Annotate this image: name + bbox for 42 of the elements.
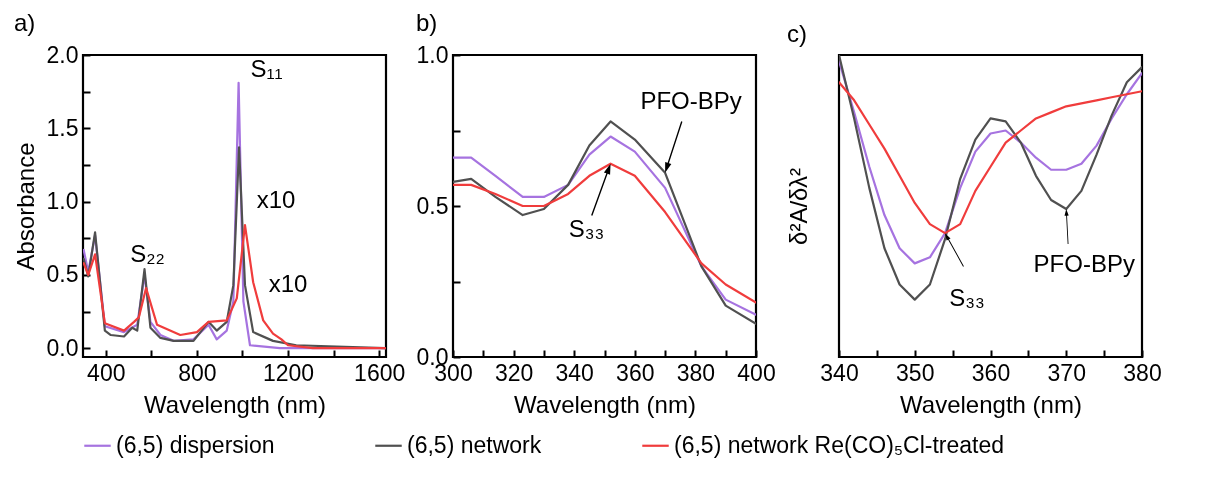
x-axis-title: Wavelength (nm) bbox=[514, 390, 696, 418]
x-tick-label: 320 bbox=[494, 359, 534, 386]
x-tick-label: 380 bbox=[676, 359, 716, 386]
y-axis-title: δ²A/δλ² bbox=[784, 168, 812, 245]
x-tick-label: 1200 bbox=[262, 359, 315, 386]
x-tick-label: 400 bbox=[87, 359, 126, 386]
x-axis-title: Wavelength (nm) bbox=[144, 390, 326, 418]
annotation: PFO-BPy bbox=[1033, 250, 1135, 278]
legend-label: (6,5) network Re(CO)₅Cl-treated bbox=[674, 431, 1005, 458]
chart-title: b) bbox=[416, 9, 438, 36]
y-tick-label: 0.5 bbox=[46, 261, 79, 288]
annotation: x10 bbox=[268, 270, 308, 298]
x-tick-label: 1600 bbox=[354, 359, 406, 386]
chart-title: a) bbox=[14, 9, 36, 36]
x-tick-label: 340 bbox=[820, 359, 859, 386]
x-tick-label: 360 bbox=[971, 359, 1011, 386]
y-tick-label: 1.0 bbox=[46, 188, 79, 215]
line-series bbox=[453, 162, 756, 304]
x-tick-label: 360 bbox=[616, 359, 655, 386]
legend-label: (6,5) dispersion bbox=[116, 431, 275, 458]
x-tick-label: 400 bbox=[737, 359, 776, 386]
x-tick-label: 800 bbox=[178, 359, 217, 386]
x-tick-label: 340 bbox=[555, 359, 594, 386]
y-tick-label: 0.5 bbox=[416, 192, 449, 219]
chart-title: c) bbox=[787, 20, 807, 47]
y-tick-label: 1.5 bbox=[46, 114, 79, 141]
annotation: S₂₂ bbox=[130, 240, 165, 268]
annotation: S₃₃ bbox=[568, 214, 605, 242]
x-axis-title: Wavelength (nm) bbox=[900, 390, 1082, 418]
x-tick-label: 350 bbox=[896, 359, 935, 386]
y-tick-label: 2.0 bbox=[46, 41, 79, 68]
annotation: S₃₃ bbox=[949, 284, 985, 312]
y-tick-label: 1.0 bbox=[416, 41, 449, 68]
annotation: x10 bbox=[256, 186, 296, 214]
line-series bbox=[83, 223, 386, 350]
annotation: PFO-BPy bbox=[640, 86, 742, 114]
y-axis-title: Absorbance bbox=[11, 142, 39, 271]
y-tick-label: 0.0 bbox=[46, 334, 79, 361]
x-tick-label: 380 bbox=[1123, 359, 1162, 386]
annotation: S₁₁ bbox=[250, 54, 283, 82]
legend-label: (6,5) network bbox=[407, 431, 542, 458]
x-tick-label: 370 bbox=[1047, 359, 1086, 386]
